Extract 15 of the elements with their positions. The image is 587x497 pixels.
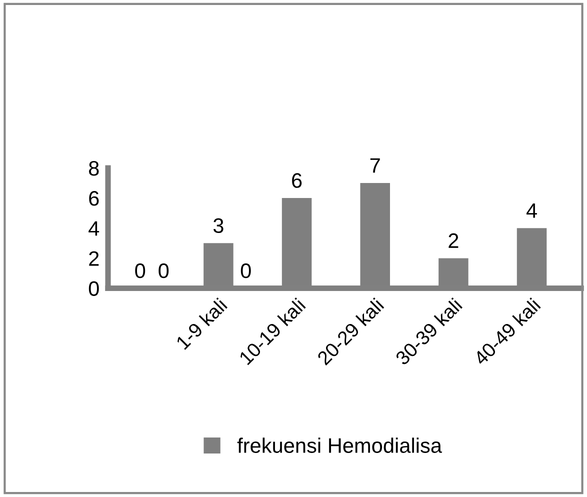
x-tick-label: 1-9 kali xyxy=(175,298,228,350)
data-label: 0 xyxy=(135,263,146,278)
y-tick-label: 8 xyxy=(88,160,99,176)
y-tick-label: 6 xyxy=(89,191,99,206)
data-label: 4 xyxy=(526,203,537,218)
y-tick-label: 4 xyxy=(88,221,100,236)
annotation: 0 xyxy=(240,263,251,278)
data-label: 7 xyxy=(370,158,380,173)
y-tick-label: 2 xyxy=(89,251,99,266)
data-label: 6 xyxy=(292,173,302,188)
annotation: 0 xyxy=(158,263,169,278)
y-tick-label: 0 xyxy=(88,281,99,296)
data-label: 2 xyxy=(448,233,458,248)
legend-label: frekuensi Hemodialisa xyxy=(237,438,442,453)
data-label: 3 xyxy=(213,218,224,234)
